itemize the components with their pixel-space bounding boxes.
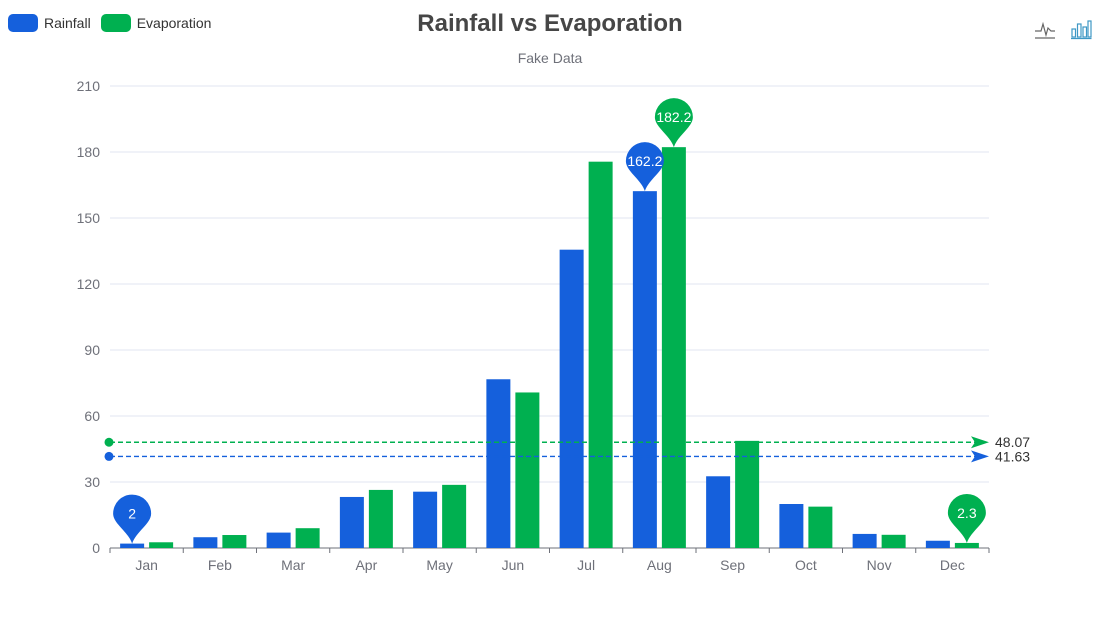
- legend-swatch-rainfall: [8, 14, 38, 32]
- x-tick-label: Jan: [135, 557, 158, 573]
- average-line-label: 48.07: [995, 434, 1030, 450]
- bar-rainfall: [339, 496, 364, 548]
- bar-evaporation: [954, 542, 979, 548]
- pin-marker-label: 182.2: [656, 109, 691, 125]
- average-line-start: [104, 451, 114, 461]
- chart-title: Rainfall vs Evaporation: [417, 10, 683, 37]
- bar-evaporation: [368, 489, 393, 548]
- bar-evaporation: [808, 506, 833, 548]
- y-tick-label: 210: [77, 78, 101, 94]
- pin-marker-label: 162.2: [627, 153, 662, 169]
- x-tick-label: Feb: [208, 557, 232, 573]
- pin-marker: [113, 494, 152, 544]
- bar-evaporation: [881, 534, 906, 548]
- bar-evaporation: [149, 542, 174, 548]
- legend-item-rainfall[interactable]: Rainfall: [8, 14, 91, 32]
- line-chart-icon[interactable]: [1034, 18, 1056, 40]
- bar-rainfall: [120, 543, 145, 548]
- y-tick-label: 60: [84, 408, 100, 424]
- pin-marker: [654, 98, 693, 148]
- bar-rainfall: [852, 533, 877, 548]
- bar-chart-icon[interactable]: [1070, 18, 1092, 40]
- x-tick-label: Sep: [720, 557, 745, 573]
- average-line-arrow: [971, 436, 989, 449]
- x-tick-label: Nov: [867, 557, 892, 573]
- x-tick-label: Aug: [647, 557, 672, 573]
- toolbox: [1034, 18, 1092, 40]
- average-line-label: 41.63: [995, 448, 1030, 464]
- bar-rainfall: [413, 491, 438, 548]
- pin-marker: [947, 493, 986, 543]
- chart-subtitle: Fake Data: [517, 50, 583, 66]
- bar-evaporation: [222, 535, 247, 548]
- bar-evaporation: [515, 392, 540, 548]
- bar-rainfall: [632, 191, 657, 548]
- x-tick-label: May: [426, 557, 452, 573]
- bar-rainfall: [486, 379, 511, 548]
- x-tick-label: Jul: [577, 557, 595, 573]
- legend-swatch-evaporation: [100, 14, 131, 32]
- x-tick-label: Jun: [502, 557, 525, 573]
- bar-rainfall: [706, 476, 731, 548]
- legend-item-evaporation[interactable]: Evaporation: [100, 14, 212, 32]
- y-tick-label: 180: [77, 144, 101, 160]
- bar-rainfall: [559, 249, 584, 548]
- bar-evaporation: [661, 147, 686, 548]
- bar-evaporation: [442, 484, 467, 548]
- y-tick-label: 120: [77, 276, 101, 292]
- bar-rainfall: [925, 540, 950, 548]
- legend-label-evaporation: Evaporation: [136, 15, 212, 31]
- bar-evaporation: [588, 161, 613, 548]
- bar-rainfall: [266, 532, 291, 548]
- bar-evaporation: [295, 528, 320, 548]
- y-tick-label: 0: [92, 540, 100, 556]
- bar-evaporation: [735, 440, 760, 548]
- bar-rainfall: [193, 537, 218, 548]
- pin-marker-label: 2: [128, 506, 136, 522]
- y-tick-label: 30: [84, 474, 100, 490]
- y-tick-label: 150: [77, 210, 101, 226]
- legend: Rainfall Evaporation: [8, 14, 211, 32]
- pin-marker-label: 2.3: [957, 505, 977, 521]
- x-tick-label: Oct: [795, 557, 817, 573]
- average-line-start: [104, 437, 114, 447]
- x-tick-label: Apr: [355, 557, 377, 573]
- average-line-arrow: [971, 450, 989, 463]
- x-tick-label: Dec: [940, 557, 965, 573]
- legend-label-rainfall: Rainfall: [44, 15, 91, 31]
- y-tick-label: 90: [84, 342, 100, 358]
- x-tick-label: Mar: [281, 557, 305, 573]
- bar-rainfall: [779, 504, 804, 548]
- pin-marker: [625, 142, 664, 192]
